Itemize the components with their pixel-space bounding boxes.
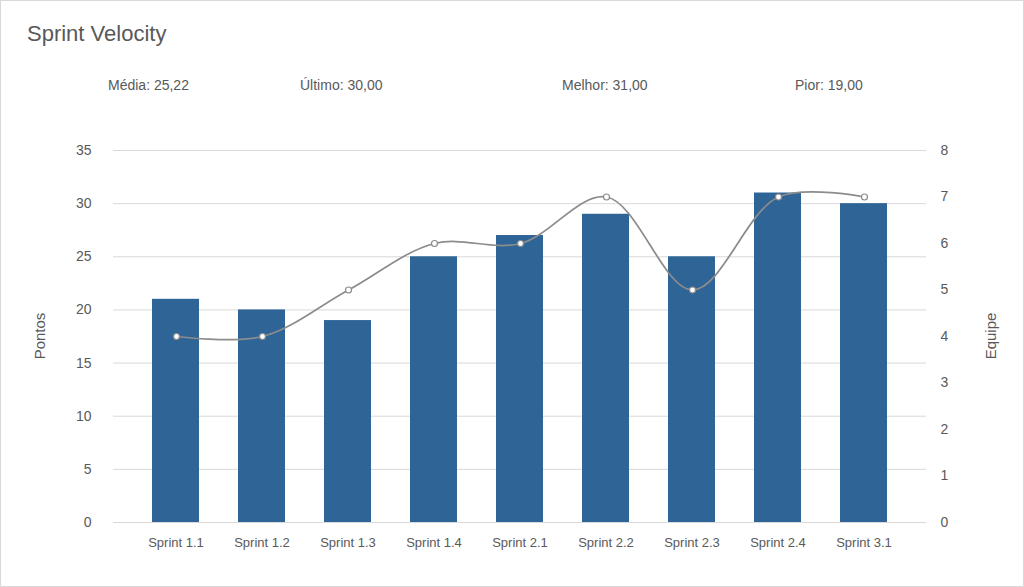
svg-text:8: 8 bbox=[941, 142, 949, 158]
svg-text:Sprint 2.4: Sprint 2.4 bbox=[750, 535, 806, 550]
svg-text:5: 5 bbox=[84, 461, 92, 477]
svg-text:25: 25 bbox=[76, 248, 92, 264]
svg-text:Sprint 1.4: Sprint 1.4 bbox=[406, 535, 462, 550]
svg-text:Sprint 1.3: Sprint 1.3 bbox=[320, 535, 376, 550]
html-text:Melhor: 31,00: Melhor: 31,00 bbox=[562, 77, 648, 93]
svg-text:15: 15 bbox=[76, 355, 92, 371]
html-text:Equipe: Equipe bbox=[981, 312, 999, 360]
svg-text:Sprint 2.3: Sprint 2.3 bbox=[664, 535, 720, 550]
svg-text:Sprint 1.1: Sprint 1.1 bbox=[148, 535, 204, 550]
svg-text:3: 3 bbox=[941, 374, 949, 390]
svg-text:0: 0 bbox=[84, 514, 92, 530]
svg-text:2: 2 bbox=[941, 421, 949, 437]
html-text:Sprint Velocity: Sprint Velocity bbox=[27, 21, 167, 46]
svg-text:0: 0 bbox=[941, 514, 949, 530]
html-text:Pior: 19,00: Pior: 19,00 bbox=[795, 77, 863, 93]
svg-text:20: 20 bbox=[76, 301, 92, 317]
svg-text:5: 5 bbox=[941, 281, 949, 297]
svg-text:Sprint 2.2: Sprint 2.2 bbox=[578, 535, 634, 550]
svg-text:Sprint 3.1: Sprint 3.1 bbox=[836, 535, 892, 550]
svg-text:7: 7 bbox=[941, 188, 949, 204]
html-text:Último: 30,00: Último: 30,00 bbox=[300, 77, 383, 93]
svg-text:1: 1 bbox=[941, 467, 949, 483]
svg-text:35: 35 bbox=[76, 142, 92, 158]
html-text:Média: 25,22: Média: 25,22 bbox=[108, 77, 189, 93]
svg-text:6: 6 bbox=[941, 235, 949, 251]
svg-text:4: 4 bbox=[941, 328, 949, 344]
html-text:Pontos: Pontos bbox=[30, 312, 48, 360]
svg-text:30: 30 bbox=[76, 195, 92, 211]
svg-text:Sprint 2.1: Sprint 2.1 bbox=[492, 535, 548, 550]
svg-text:Sprint 1.2: Sprint 1.2 bbox=[234, 535, 290, 550]
svg-text:10: 10 bbox=[76, 408, 92, 424]
